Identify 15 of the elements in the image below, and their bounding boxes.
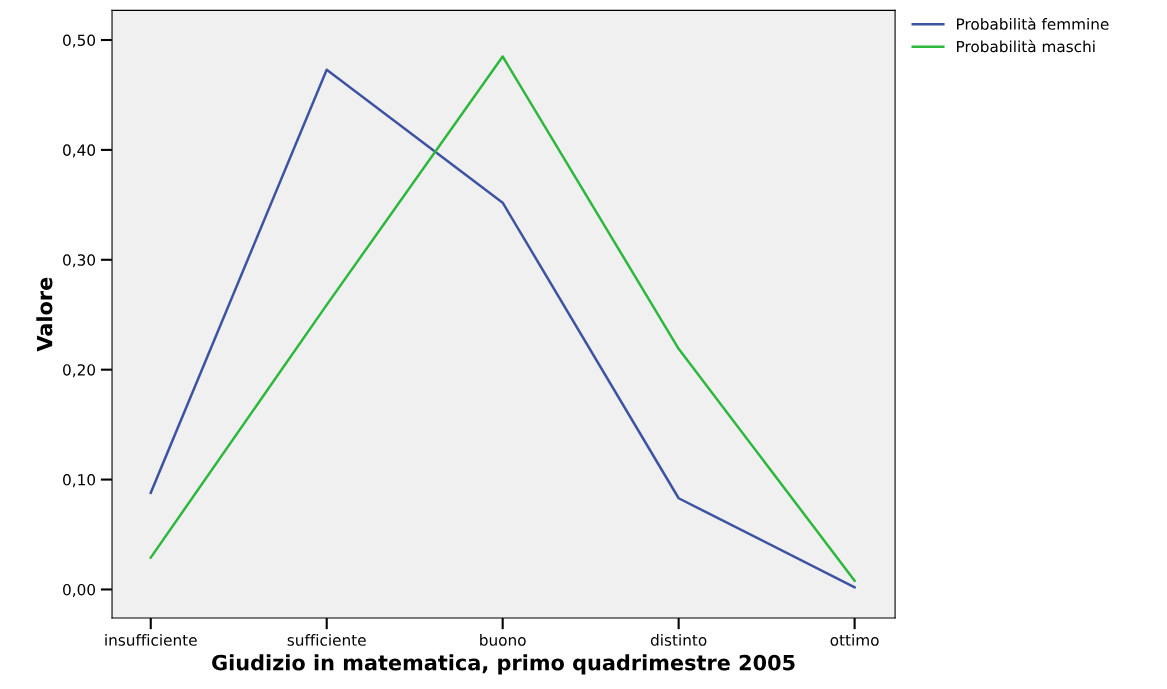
x-tick-label: sufficiente xyxy=(287,634,366,646)
y-tick-label: 0,40 xyxy=(63,144,96,158)
x-tick-label: ottimo xyxy=(830,634,879,646)
x-tick-label: insufficiente xyxy=(105,634,197,646)
y-tick-label: 0,20 xyxy=(63,364,96,378)
x-tick-label: buono xyxy=(480,634,526,646)
legend-label: Probabilità femmine xyxy=(957,17,1109,30)
x-axis-title: Giudizio in matematica, primo quadrimestre 2005 xyxy=(212,654,795,675)
y-axis-title: Valore xyxy=(36,277,53,352)
y-tick-label: 0,00 xyxy=(63,583,96,598)
y-tick-label: 0,30 xyxy=(63,254,96,268)
y-tick-label: 0,10 xyxy=(63,474,96,488)
y-tick-label: 0,50 xyxy=(63,34,96,48)
legend-label: Probabilità maschi xyxy=(957,39,1095,53)
x-tick-label: distinto xyxy=(650,634,707,646)
